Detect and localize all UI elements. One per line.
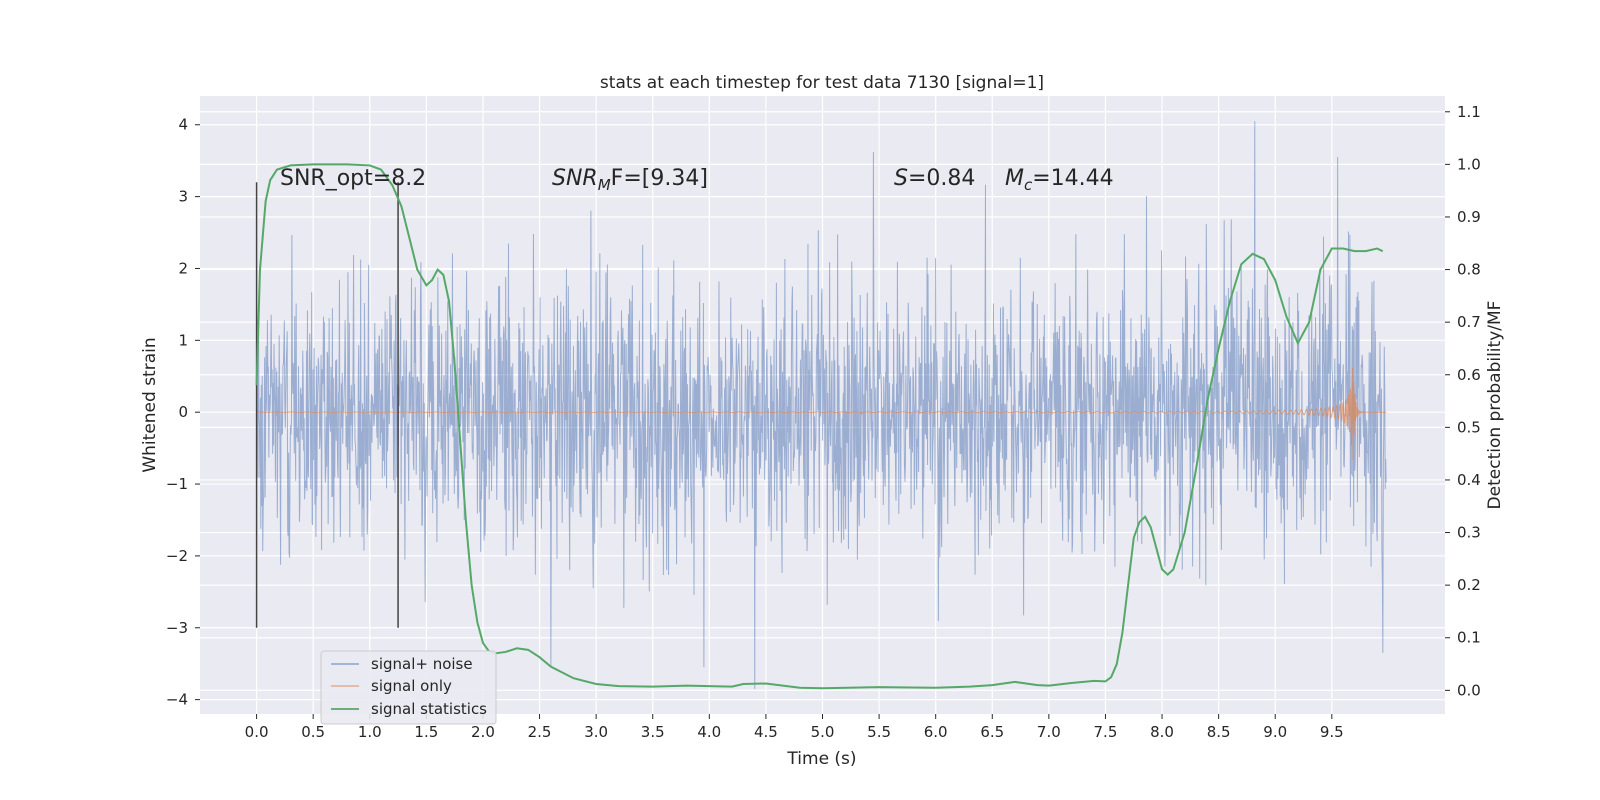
- annotation-mc-subscript: c: [1024, 176, 1033, 194]
- signal-only-line: [256, 368, 1387, 461]
- x-tick-label: 4.5: [754, 723, 778, 741]
- x-tick-label: 0.5: [301, 723, 325, 741]
- y2-tick-label: 0.4: [1457, 471, 1481, 489]
- annotation-mc-value: =14.44: [1032, 166, 1113, 191]
- x-tick-label: 5.0: [811, 723, 835, 741]
- annotation-s: S=0.84: [894, 166, 975, 191]
- x-tick-label: 8.0: [1150, 723, 1174, 741]
- y-tick-label: −4: [166, 691, 188, 709]
- annotation-s-value: =0.84: [908, 166, 975, 191]
- y2-tick-label: 1.1: [1457, 103, 1481, 121]
- x-tick-label: 1.5: [414, 723, 438, 741]
- x-axis-title: Time (s): [786, 749, 856, 769]
- y2-axis-title: Detection probability/MF: [1485, 301, 1505, 510]
- annotation-mc-symbol: M: [1005, 166, 1024, 191]
- chart-title: stats at each timestep for test data 713…: [600, 73, 1044, 93]
- x-tick-label: 3.0: [584, 723, 608, 741]
- y2-tick-label: 0.7: [1457, 313, 1481, 331]
- x-tick-label: 7.0: [1037, 723, 1061, 741]
- x-tick-label: 1.0: [358, 723, 382, 741]
- y-tick-label: 0: [178, 403, 188, 421]
- y-axis-title: Whitened strain: [140, 337, 160, 472]
- annotation-snr-mf: SNRMF=[9.34]: [552, 166, 708, 194]
- y2-tick-label: 0.5: [1457, 418, 1481, 436]
- y2-tick-label: 0.6: [1457, 366, 1481, 384]
- x-tick-label: 9.5: [1320, 723, 1344, 741]
- annotation-snr-mf-subscript: M: [598, 176, 611, 194]
- y-tick-label: 1: [178, 331, 188, 349]
- annotation-s-symbol: S: [894, 166, 908, 191]
- x-tick-label: 9.0: [1263, 723, 1287, 741]
- y2-tick-label: 0.0: [1457, 681, 1481, 699]
- y-tick-label: −3: [166, 619, 188, 637]
- legend: signal+ noise signal only signal statist…: [320, 650, 497, 725]
- y2-tick-label: 0.9: [1457, 208, 1481, 226]
- y-tick-label: 3: [178, 188, 188, 206]
- y-axis-ticks: −4 −3 −2 −1 0 1 2 3 4: [166, 116, 200, 709]
- snr-window-markers: [255, 182, 399, 628]
- y2-tick-label: 0.3: [1457, 524, 1481, 542]
- y2-tick-label: 0.2: [1457, 576, 1481, 594]
- y-tick-label: −2: [166, 547, 188, 565]
- annotation-mc: Mc=14.44: [1005, 166, 1114, 194]
- x-tick-label: 4.0: [697, 723, 721, 741]
- y2-tick-label: 0.1: [1457, 629, 1481, 647]
- x-tick-label: 2.5: [528, 723, 552, 741]
- x-tick-label: 0.0: [245, 723, 269, 741]
- legend-box: [320, 650, 497, 725]
- legend-label-signal: signal only: [371, 677, 452, 695]
- annotation-snr-mf-symbol: SNR: [552, 166, 598, 191]
- x-axis-ticks: 0.0 0.5 1.0 1.5 2.0 2.5 3.0 3.5 4.0 4.5 5.0 5.5 6.0 6…: [245, 714, 1344, 741]
- y2-axis-ticks: 0.0 0.1 0.2 0.3 0.4 0.5 0.6 0.7 0.8 0.9 1.0 1.1: [1445, 103, 1481, 699]
- signal-statistics-line: [255, 163, 1384, 690]
- y-tick-label: 2: [178, 259, 188, 277]
- annotation-snr-opt: SNR_opt=8.2: [280, 166, 426, 191]
- x-tick-label: 6.0: [924, 723, 948, 741]
- legend-label-noise: signal+ noise: [371, 655, 473, 673]
- annotation-snr-mf-value: F=[9.34]: [611, 166, 708, 191]
- y-tick-label: −1: [166, 475, 188, 493]
- y2-tick-label: 1.0: [1457, 155, 1481, 173]
- legend-label-stats: signal statistics: [371, 700, 487, 718]
- y-tick-label: 4: [178, 116, 188, 134]
- x-tick-label: 6.5: [980, 723, 1004, 741]
- x-tick-label: 8.5: [1207, 723, 1231, 741]
- x-tick-label: 3.5: [641, 723, 665, 741]
- y2-tick-label: 0.8: [1457, 261, 1481, 279]
- x-tick-label: 2.0: [471, 723, 495, 741]
- x-tick-label: 7.5: [1094, 723, 1118, 741]
- x-tick-label: 5.5: [867, 723, 891, 741]
